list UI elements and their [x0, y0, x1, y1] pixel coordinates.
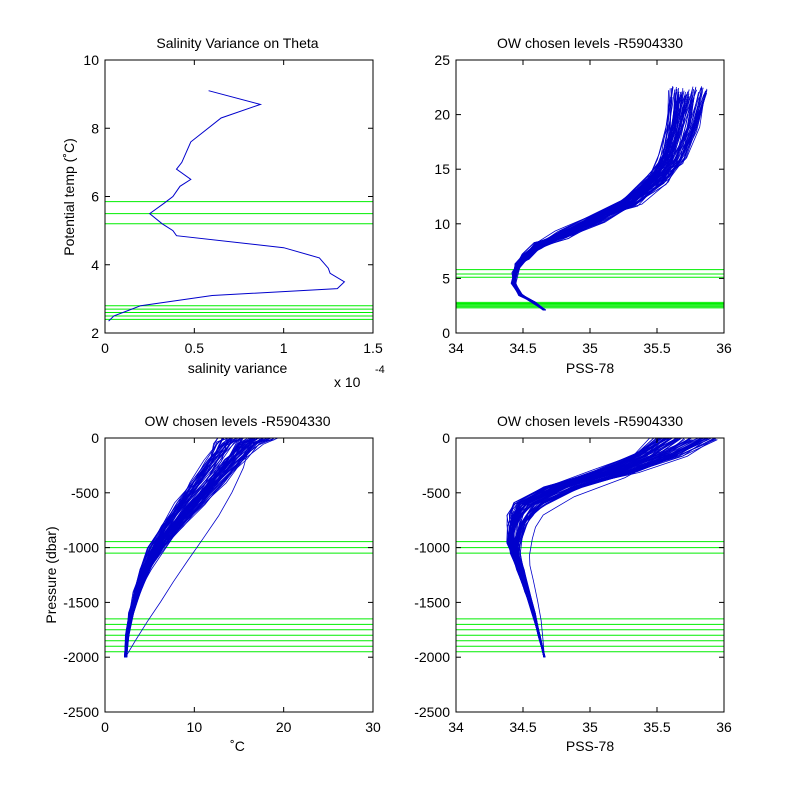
y-tick-label: 5 [442, 270, 450, 286]
panel-salinity-variance: Salinity Variance on Theta salinity vari… [61, 35, 385, 390]
profile-line [514, 93, 690, 311]
y-tick-label: -2000 [63, 649, 99, 665]
y-tick-label: -500 [422, 485, 450, 501]
x-tick-label: 34.5 [509, 719, 536, 735]
x-tick-label: 34 [448, 719, 464, 735]
profile-line [126, 438, 232, 658]
y-axis-label: Potential temp (˚C) [61, 138, 77, 255]
x-axis-exponent-power: -4 [375, 364, 385, 376]
profile-line [516, 439, 709, 658]
panel-title: Salinity Variance on Theta [156, 35, 318, 51]
panel-title: OW chosen levels -R5904330 [497, 35, 683, 51]
x-tick-label: 10 [187, 719, 203, 735]
x-tick-label: 30 [365, 719, 381, 735]
x-tick-label: 0 [101, 340, 109, 356]
profile-line [125, 438, 265, 658]
y-tick-label: 0 [442, 430, 450, 446]
x-axis-label: salinity variance [188, 360, 288, 376]
y-tick-label: 6 [91, 189, 99, 205]
y-tick-label: 20 [434, 107, 450, 123]
x-tick-label: 34 [448, 340, 464, 356]
y-tick-label: 2 [91, 325, 99, 341]
x-axis-exponent-label: x 10 [334, 374, 361, 390]
y-tick-label: 10 [434, 216, 450, 232]
y-tick-label: -500 [71, 485, 99, 501]
profile-line [124, 438, 244, 658]
y-tick-label: 15 [434, 161, 450, 177]
y-tick-label: -2500 [414, 704, 450, 720]
profile-line [529, 438, 685, 658]
panel-pressure-salinity: OW chosen levels -R5904330 PSS-78 34 34.5… [414, 413, 732, 754]
profile-line [508, 438, 663, 658]
profile-line [124, 438, 279, 658]
y-axis-label: Pressure (dbar) [43, 526, 59, 623]
y-tick-label: -2000 [414, 649, 450, 665]
y-tick-label: -1000 [414, 540, 450, 556]
panel-title: OW chosen levels -R5904330 [497, 413, 683, 429]
axes-box [104, 437, 374, 713]
y-tick-label: 8 [91, 120, 99, 136]
x-tick-label: 1 [280, 340, 288, 356]
profile-line [125, 438, 250, 658]
variance-line [108, 90, 346, 322]
panel-theta-salinity: OW chosen levels -R5904330 PSS-78 34 34.5… [434, 35, 732, 376]
x-tick-label: 35.5 [643, 719, 670, 735]
y-tick-label: -1500 [414, 594, 450, 610]
x-tick-label: 20 [276, 719, 292, 735]
x-tick-label: 35 [582, 340, 598, 356]
y-tick-label: 10 [83, 52, 99, 68]
profile-line [512, 94, 680, 311]
panel-pressure-temperature: OW chosen levels -R5904330 ˚C Pressure (… [43, 413, 381, 754]
profile-line [513, 96, 681, 311]
y-tick-label: -2500 [63, 704, 99, 720]
x-tick-label: 34.5 [509, 340, 536, 356]
x-axis-label: ˚C [230, 738, 245, 754]
profile-line [511, 438, 676, 658]
profile-line [513, 95, 691, 311]
y-tick-label: 0 [91, 430, 99, 446]
plot-area [456, 86, 724, 311]
y-tick-label: -1500 [63, 594, 99, 610]
y-tick-label: 25 [434, 52, 450, 68]
x-tick-label: 36 [716, 719, 732, 735]
plot-area [456, 438, 724, 658]
x-tick-label: 0 [101, 719, 109, 735]
x-tick-label: 0.5 [185, 340, 205, 356]
x-tick-label: 35 [582, 719, 598, 735]
x-axis-label: PSS-78 [566, 738, 614, 754]
profile-line [125, 438, 225, 658]
x-tick-label: 1.5 [363, 340, 383, 356]
y-tick-label: 4 [91, 257, 99, 273]
x-tick-label: 36 [716, 340, 732, 356]
x-axis-label: PSS-78 [566, 360, 614, 376]
panel-title: OW chosen levels -R5904330 [145, 413, 331, 429]
x-tick-label: 35.5 [643, 340, 670, 356]
plot-area [105, 90, 373, 322]
y-tick-label: 0 [442, 325, 450, 341]
profile-line [513, 439, 679, 658]
y-tick-label: -1000 [63, 540, 99, 556]
plot-area [105, 438, 373, 658]
